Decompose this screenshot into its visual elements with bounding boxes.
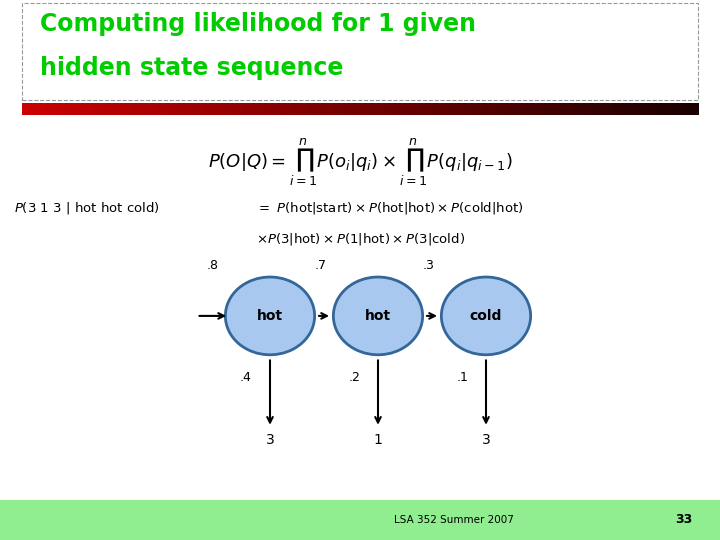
Text: .2: .2 — [348, 371, 360, 384]
Text: hidden state sequence: hidden state sequence — [40, 56, 343, 79]
Text: hot: hot — [257, 309, 283, 323]
Text: Computing likelihood for 1 given: Computing likelihood for 1 given — [40, 12, 476, 36]
Text: $=\ P(\mathrm{hot|start}) \times P(\mathrm{hot|hot}) \times P(\mathrm{cold|hot}): $=\ P(\mathrm{hot|start}) \times P(\math… — [256, 200, 523, 216]
Text: 3: 3 — [482, 433, 490, 447]
Ellipse shape — [441, 277, 531, 355]
Text: .3: .3 — [423, 259, 434, 272]
Ellipse shape — [333, 277, 423, 355]
Text: 33: 33 — [675, 513, 693, 526]
Text: $P(3\ 1\ 3\ |\ \mathrm{hot\ hot\ cold})$: $P(3\ 1\ 3\ |\ \mathrm{hot\ hot\ cold})$ — [14, 200, 160, 216]
FancyBboxPatch shape — [22, 3, 698, 100]
Text: .4: .4 — [240, 371, 252, 384]
Text: .7: .7 — [314, 259, 326, 272]
Text: $P(O|Q) = \prod_{i=1}^{n} P(o_i|q_i) \times \prod_{i=1}^{n} P(q_i|q_{i-1})$: $P(O|Q) = \prod_{i=1}^{n} P(o_i|q_i) \ti… — [207, 136, 513, 188]
Ellipse shape — [225, 277, 315, 355]
Text: 1: 1 — [374, 433, 382, 447]
Text: hot: hot — [365, 309, 391, 323]
Bar — [0, 500, 720, 540]
Text: LSA 352 Summer 2007: LSA 352 Summer 2007 — [394, 515, 513, 525]
Text: 3: 3 — [266, 433, 274, 447]
Text: .8: .8 — [206, 259, 218, 272]
Text: $\times P(3|\mathrm{hot}) \times P(1|\mathrm{hot}) \times P(3|\mathrm{cold})$: $\times P(3|\mathrm{hot}) \times P(1|\ma… — [256, 231, 464, 247]
Text: cold: cold — [470, 309, 502, 323]
Text: .1: .1 — [456, 371, 468, 384]
